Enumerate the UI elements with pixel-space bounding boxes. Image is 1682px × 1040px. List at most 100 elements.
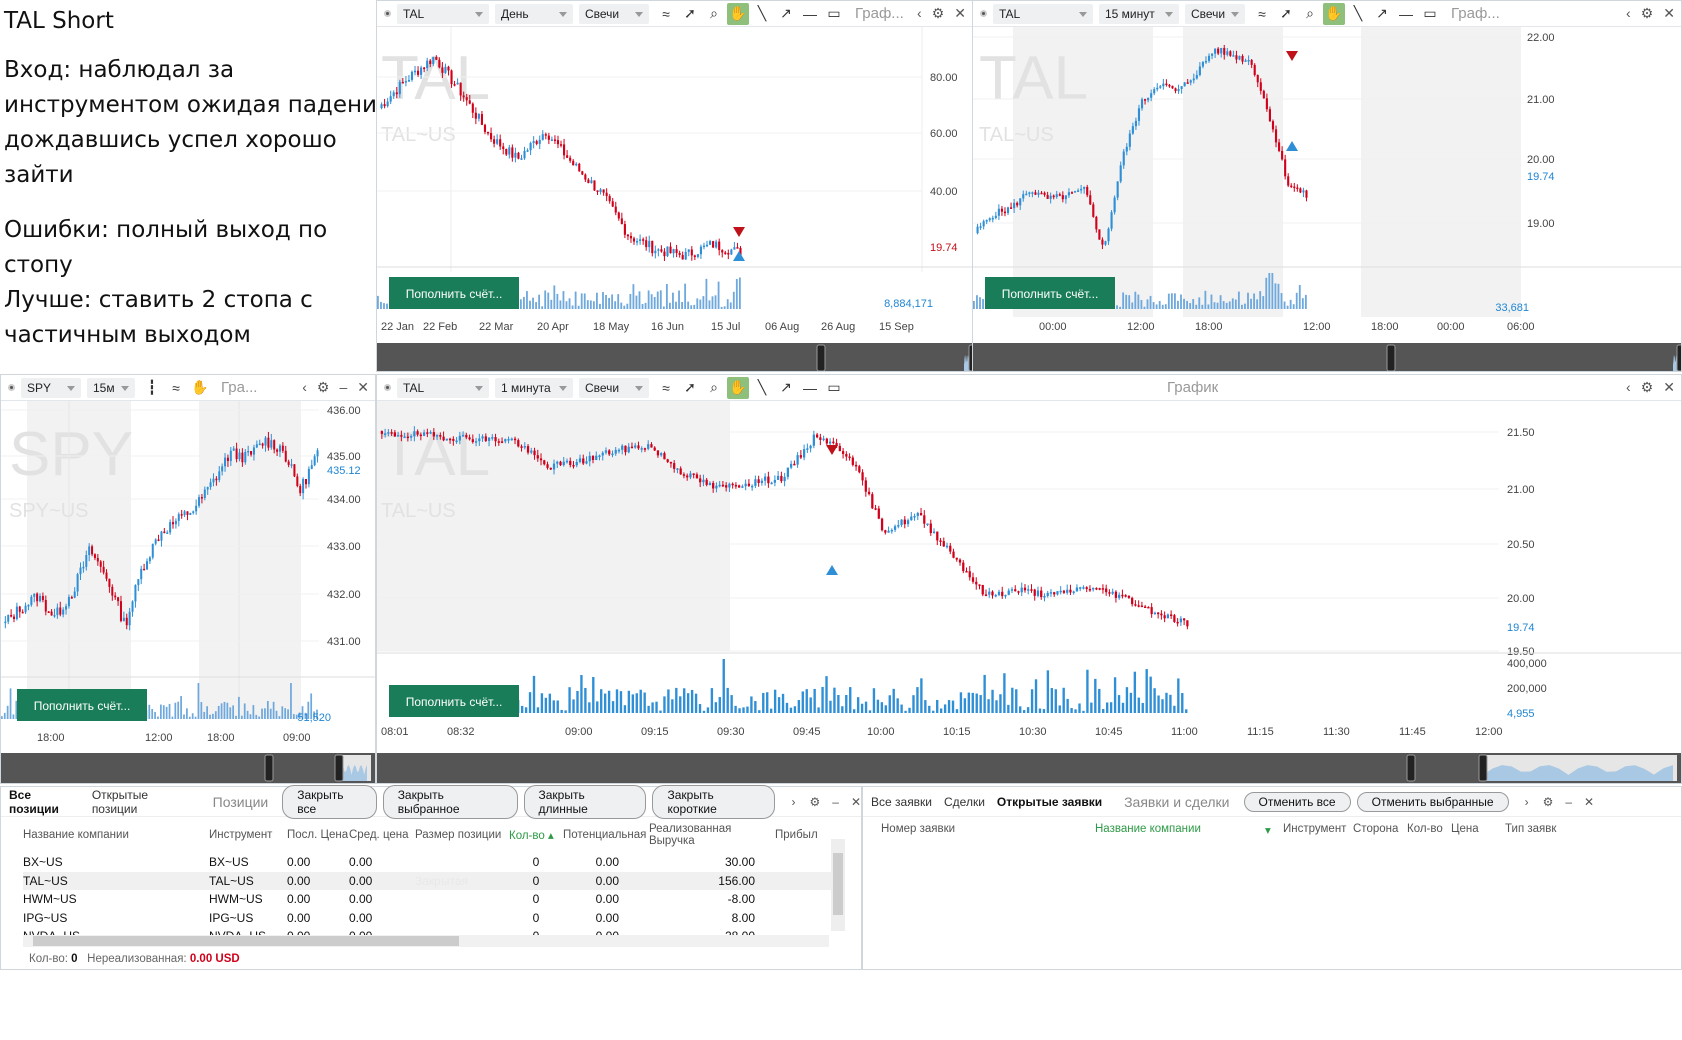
price-chart[interactable]: TAL TAL~US 80.00 60.00 40.00 19.74 Пополнить с…	[377, 27, 973, 372]
close-icon[interactable]: ✕	[357, 379, 369, 395]
chevron-right-icon[interactable]: ›	[1524, 794, 1529, 809]
symbol-select[interactable]: SPY	[21, 377, 81, 398]
rect-icon[interactable]: ▭	[827, 379, 841, 395]
col-header[interactable]: Номер заявки	[881, 823, 956, 835]
col-header[interactable]: Инструмент	[1283, 823, 1347, 835]
close-all-button[interactable]: Закрыть все	[282, 784, 377, 819]
minimize-icon[interactable]: –	[832, 794, 839, 809]
tab-trades[interactable]: Сделки	[944, 794, 985, 809]
hline-icon[interactable]: —	[1399, 5, 1413, 22]
chart-type-select[interactable]: Свечи	[1185, 3, 1245, 24]
cursor-icon[interactable]: ➚	[684, 5, 696, 21]
col-header[interactable]: Размер позиции	[415, 829, 502, 841]
rect-icon[interactable]: ▭	[1423, 5, 1437, 21]
arrow-icon[interactable]: ↗	[780, 379, 792, 395]
close-icon[interactable]: ✕	[1663, 379, 1675, 395]
vertical-scrollbar[interactable]	[831, 839, 845, 931]
hand-icon[interactable]: ✋	[1323, 2, 1345, 25]
indicators-icon[interactable]: ≈	[1258, 5, 1266, 22]
gear-icon[interactable]: ⚙	[1542, 794, 1554, 809]
chart-type-select[interactable]: Свечи	[579, 377, 649, 398]
gear-icon[interactable]: ⚙	[809, 794, 821, 809]
link-dot-icon[interactable]	[980, 10, 987, 17]
close-icon[interactable]: ✕	[1584, 794, 1595, 809]
col-header[interactable]: Название компании	[23, 829, 129, 841]
cancel-selected-button[interactable]: Отменить выбранные	[1356, 791, 1509, 812]
gear-icon[interactable]: ⚙	[1640, 5, 1654, 21]
table-row[interactable]: IPG~US IPG~US 0.00 0.00 0 0.00 8.00	[23, 909, 831, 928]
hline-icon[interactable]: —	[803, 5, 817, 22]
close-long-button[interactable]: Закрыть длинные	[523, 784, 647, 819]
link-dot-icon[interactable]	[8, 384, 15, 391]
symbol-select[interactable]: TAL	[397, 377, 489, 398]
close-short-button[interactable]: Закрыть короткие	[652, 784, 776, 819]
interval-select[interactable]: 15 минут	[1099, 3, 1179, 24]
col-header-sorted[interactable]: Кол-во ▴	[509, 830, 554, 842]
close-selected-button[interactable]: Закрыть выбранное	[382, 784, 518, 819]
col-header[interactable]: Реализованная Выручка	[649, 823, 732, 847]
chevron-left-icon[interactable]: ‹	[917, 5, 922, 21]
gear-icon[interactable]: ⚙	[316, 379, 330, 395]
col-header[interactable]: Сред. цена	[349, 829, 409, 841]
col-header[interactable]: Потенциальная	[563, 829, 647, 841]
table-row[interactable]: TAL~US TAL~US 0.00 0.00 Закрытая 0 0.00 156.00	[23, 871, 831, 890]
close-icon[interactable]: ✕	[1663, 5, 1675, 21]
zoom-icon[interactable]: ⌕	[1306, 5, 1314, 21]
col-header[interactable]: Сторона	[1353, 823, 1399, 835]
sort-icon[interactable]: ▾	[1265, 825, 1271, 837]
hline-icon[interactable]: —	[803, 379, 817, 396]
chevron-right-icon[interactable]: ›	[791, 794, 796, 809]
col-header[interactable]: Посл. Цена	[287, 829, 349, 841]
cursor-icon[interactable]: ➚	[684, 379, 696, 395]
close-icon[interactable]: ✕	[954, 5, 966, 21]
line-icon[interactable]: ╲	[1353, 5, 1363, 21]
line-icon[interactable]: ╲	[757, 5, 767, 21]
arrow-icon[interactable]: ↗	[1376, 5, 1388, 21]
link-dot-icon[interactable]	[384, 384, 391, 391]
candles-icon[interactable]: ┇	[147, 379, 157, 395]
tab-open-positions[interactable]: Открытые позиции	[91, 787, 148, 816]
indicators-icon[interactable]: ≈	[172, 379, 180, 396]
price-chart[interactable]: SPY SPY~US 436.00 435.00 434.00 433.00 432.00 4…	[1, 401, 376, 784]
symbol-select[interactable]: TAL	[397, 3, 489, 24]
zoom-icon[interactable]: ⌕	[710, 5, 718, 21]
price-chart[interactable]: TAL TAL~US 21.50 21.00 20.50 20.00 19.50 19.74 4…	[377, 401, 1682, 784]
tab-open-orders[interactable]: Открытые заявки	[996, 794, 1103, 809]
zoom-icon[interactable]: ⌕	[710, 379, 718, 395]
interval-select[interactable]: 15м	[87, 377, 135, 398]
rect-icon[interactable]: ▭	[827, 5, 841, 21]
chart-type-select[interactable]: Свечи	[579, 3, 649, 24]
indicators-icon[interactable]: ≈	[662, 379, 670, 396]
minimize-icon[interactable]: –	[1565, 794, 1573, 809]
minimize-icon[interactable]: –	[339, 379, 348, 395]
col-header[interactable]: Тип заявк	[1505, 823, 1557, 835]
tab-all-positions[interactable]: Все позиции	[9, 787, 59, 816]
col-header[interactable]: Цена	[1451, 823, 1479, 835]
interval-select[interactable]: День	[495, 3, 573, 24]
table-row[interactable]: BX~US BX~US 0.00 0.00 0 0.00 30.00	[23, 853, 831, 872]
arrow-icon[interactable]: ↗	[780, 5, 792, 21]
col-header[interactable]: Прибыл	[775, 829, 818, 841]
chevron-left-icon[interactable]: ‹	[1626, 379, 1631, 395]
chevron-left-icon[interactable]: ‹	[1626, 5, 1631, 21]
close-icon[interactable]: ✕	[850, 794, 861, 809]
cancel-all-button[interactable]: Отменить все	[1243, 791, 1351, 812]
table-row[interactable]: HWM~US HWM~US 0.00 0.00 0 0.00 -8.00	[23, 890, 831, 909]
col-header[interactable]: Инструмент	[209, 829, 273, 841]
tab-all-orders[interactable]: Все заявки	[871, 794, 933, 809]
hand-icon[interactable]: ✋	[191, 379, 209, 395]
horizontal-scrollbar[interactable]	[23, 935, 829, 947]
indicators-icon[interactable]: ≈	[662, 5, 670, 22]
price-chart[interactable]: TAL TAL~US 22.00 21.00 20.00 19.00 19.74 Пополн…	[973, 27, 1682, 372]
line-icon[interactable]: ╲	[757, 379, 767, 395]
gear-icon[interactable]: ⚙	[931, 5, 945, 21]
symbol-select[interactable]: TAL	[993, 3, 1093, 24]
hand-icon[interactable]: ✋	[727, 376, 749, 399]
cursor-icon[interactable]: ➚	[1280, 5, 1292, 21]
interval-select[interactable]: 1 минута	[495, 377, 573, 398]
chevron-left-icon[interactable]: ‹	[302, 379, 307, 395]
gear-icon[interactable]: ⚙	[1640, 379, 1654, 395]
link-dot-icon[interactable]	[384, 10, 391, 17]
hand-icon[interactable]: ✋	[727, 2, 749, 25]
